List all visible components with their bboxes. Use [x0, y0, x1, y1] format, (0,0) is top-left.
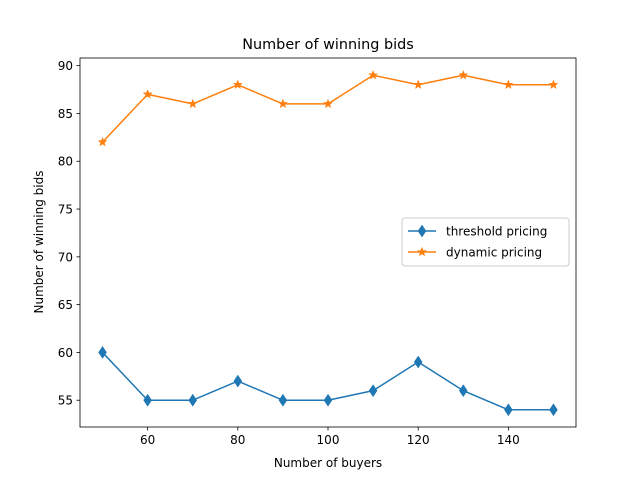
data-point: [188, 393, 198, 407]
data-point: [232, 79, 243, 90]
legend-label-0: threshold pricing: [446, 225, 547, 239]
data-point: [233, 374, 243, 388]
data-point: [368, 69, 379, 80]
data-point: [458, 384, 468, 398]
y-tick-label: 90: [58, 59, 73, 73]
data-point: [458, 69, 469, 80]
y-tick-label: 70: [58, 250, 73, 264]
legend: threshold pricing dynamic pricing: [401, 217, 570, 267]
x-tick-label: 80: [230, 433, 245, 447]
y-axis-label: Number of winning bids: [32, 171, 46, 314]
data-point: [413, 355, 423, 369]
x-tick-label: 140: [497, 433, 520, 447]
x-tick-label: 120: [407, 433, 430, 447]
y-tick-label: 60: [58, 346, 73, 360]
legend-label-1: dynamic pricing: [446, 246, 542, 260]
data-point: [368, 384, 378, 398]
legend-marker-0: [417, 224, 427, 238]
data-point: [413, 79, 424, 90]
x-axis-label: Number of buyers: [274, 456, 382, 470]
x-axis: 60 80 100 120 140: [140, 427, 520, 447]
x-tick-label: 100: [317, 433, 340, 447]
y-tick-label: 65: [58, 298, 73, 312]
y-tick-label: 80: [58, 155, 73, 169]
data-point: [187, 98, 198, 109]
data-point: [548, 79, 559, 90]
data-point: [98, 345, 107, 359]
series-layer: [97, 69, 559, 417]
data-point: [503, 79, 514, 90]
data-point: [143, 393, 152, 407]
legend-box: [401, 217, 570, 267]
data-point: [278, 393, 288, 407]
y-axis: 55 60 65 70 75 80 85 90: [58, 59, 80, 408]
y-tick-label: 75: [58, 203, 73, 217]
x-tick-label: 60: [140, 433, 155, 447]
y-tick-label: 55: [58, 394, 73, 408]
chart-title: Number of winning bids: [242, 37, 413, 53]
data-point: [504, 403, 513, 417]
data-point: [97, 136, 108, 147]
data-point: [323, 393, 333, 407]
y-tick-label: 85: [58, 107, 73, 121]
data-point: [277, 98, 288, 109]
data-point: [142, 88, 153, 99]
legend-marker-1: [416, 246, 428, 257]
data-point: [549, 403, 558, 417]
data-point: [322, 98, 334, 109]
